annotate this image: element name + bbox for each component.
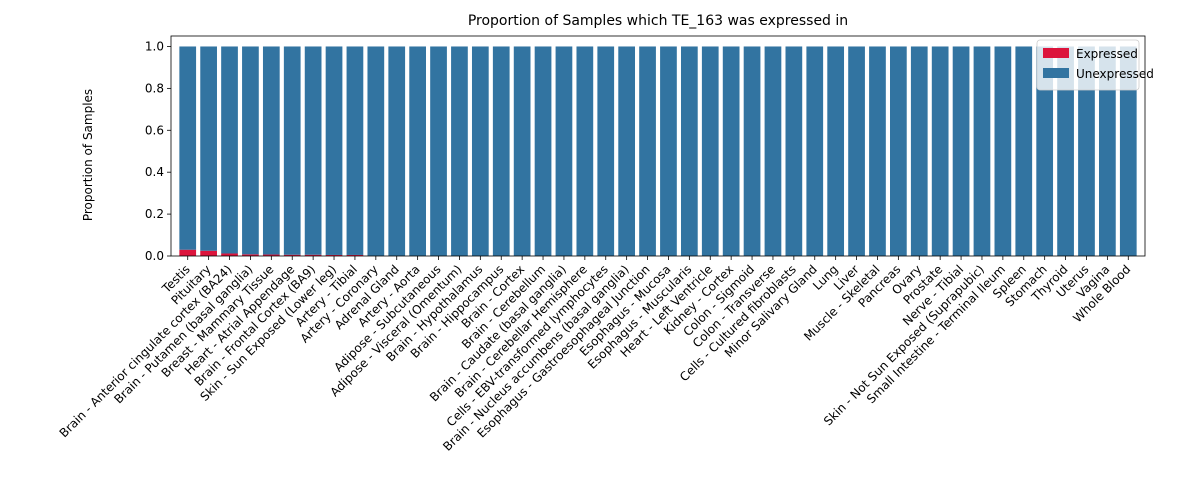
bar-unexpressed-14 [471, 46, 489, 256]
bar-unexpressed-27 [743, 46, 761, 256]
bar-expressed-4 [262, 254, 280, 256]
legend-swatch-1 [1043, 68, 1069, 78]
y-tick-label-4: 0.8 [145, 81, 164, 95]
bar-unexpressed-34 [890, 46, 907, 256]
bars-group [179, 46, 1137, 256]
legend: Expressed Unexpressed [1036, 39, 1154, 91]
bar-unexpressed-15 [492, 46, 510, 256]
bar-expressed-2 [221, 253, 238, 256]
chart-title: Proportion of Samples which TE_163 was e… [468, 13, 848, 29]
y-tick-label-1: 0.2 [145, 207, 164, 221]
bar-unexpressed-8 [346, 46, 364, 255]
bar-unexpressed-2 [221, 46, 238, 254]
plot-frame [170, 35, 1146, 257]
bar-unexpressed-39 [994, 46, 1012, 256]
bar-unexpressed-32 [848, 46, 865, 256]
bar-unexpressed-35 [910, 46, 928, 256]
bar-unexpressed-45 [1119, 46, 1137, 256]
bar-expressed-6 [304, 254, 322, 256]
bar-unexpressed-43 [1078, 46, 1095, 256]
bar-unexpressed-22 [639, 46, 656, 256]
bar-unexpressed-26 [722, 46, 740, 256]
bar-unexpressed-3 [242, 46, 259, 255]
bar-unexpressed-38 [973, 46, 991, 256]
bar-unexpressed-7 [325, 46, 343, 255]
bar-unexpressed-29 [785, 46, 803, 256]
bar-unexpressed-5 [283, 46, 301, 255]
bar-expressed-1 [200, 250, 217, 256]
bar-unexpressed-17 [534, 46, 552, 256]
bar-unexpressed-11 [409, 46, 426, 256]
bar-unexpressed-6 [304, 46, 322, 255]
bar-unexpressed-41 [1036, 46, 1054, 256]
bar-unexpressed-30 [806, 46, 824, 256]
bar-unexpressed-20 [597, 46, 615, 256]
bar-unexpressed-42 [1057, 46, 1074, 256]
bar-unexpressed-18 [555, 46, 573, 256]
bar-unexpressed-44 [1099, 46, 1116, 256]
bar-expressed-0 [179, 249, 197, 256]
y-tick-label-0: 0.0 [145, 249, 164, 263]
legend-swatch-0 [1043, 48, 1069, 58]
y-tick-label-3: 0.6 [145, 123, 164, 137]
bar-unexpressed-10 [388, 46, 406, 256]
y-tick-label-5: 1.0 [145, 39, 164, 53]
bar-unexpressed-40 [1015, 46, 1033, 256]
y-axis: 0.0 0.2 0.4 0.6 0.8 1.0 [145, 39, 171, 263]
bar-expressed-3 [242, 254, 259, 256]
bar-expressed-5 [283, 254, 301, 256]
bar-unexpressed-28 [764, 46, 782, 256]
bar-expressed-8 [346, 254, 364, 256]
bar-unexpressed-23 [660, 46, 677, 256]
bar-unexpressed-36 [931, 46, 949, 256]
bar-unexpressed-13 [451, 46, 468, 256]
bar-unexpressed-1 [200, 46, 217, 251]
bar-expressed-7 [325, 254, 343, 256]
y-axis-label: Proportion of Samples [81, 89, 95, 221]
y-tick-label-2: 0.4 [145, 165, 164, 179]
bar-unexpressed-16 [513, 46, 531, 256]
bar-unexpressed-0 [179, 46, 197, 250]
bar-unexpressed-21 [618, 46, 636, 256]
legend-label-0: Expressed [1076, 47, 1138, 61]
bar-unexpressed-37 [952, 46, 970, 256]
bar-unexpressed-12 [430, 46, 447, 256]
bar-unexpressed-9 [367, 46, 385, 256]
bar-unexpressed-19 [576, 46, 594, 256]
bar-unexpressed-4 [262, 46, 280, 255]
bar-unexpressed-33 [869, 46, 886, 256]
bar-unexpressed-24 [680, 46, 698, 256]
bar-unexpressed-25 [701, 46, 719, 256]
bar-unexpressed-31 [827, 46, 845, 256]
legend-label-1: Unexpressed [1076, 67, 1154, 81]
